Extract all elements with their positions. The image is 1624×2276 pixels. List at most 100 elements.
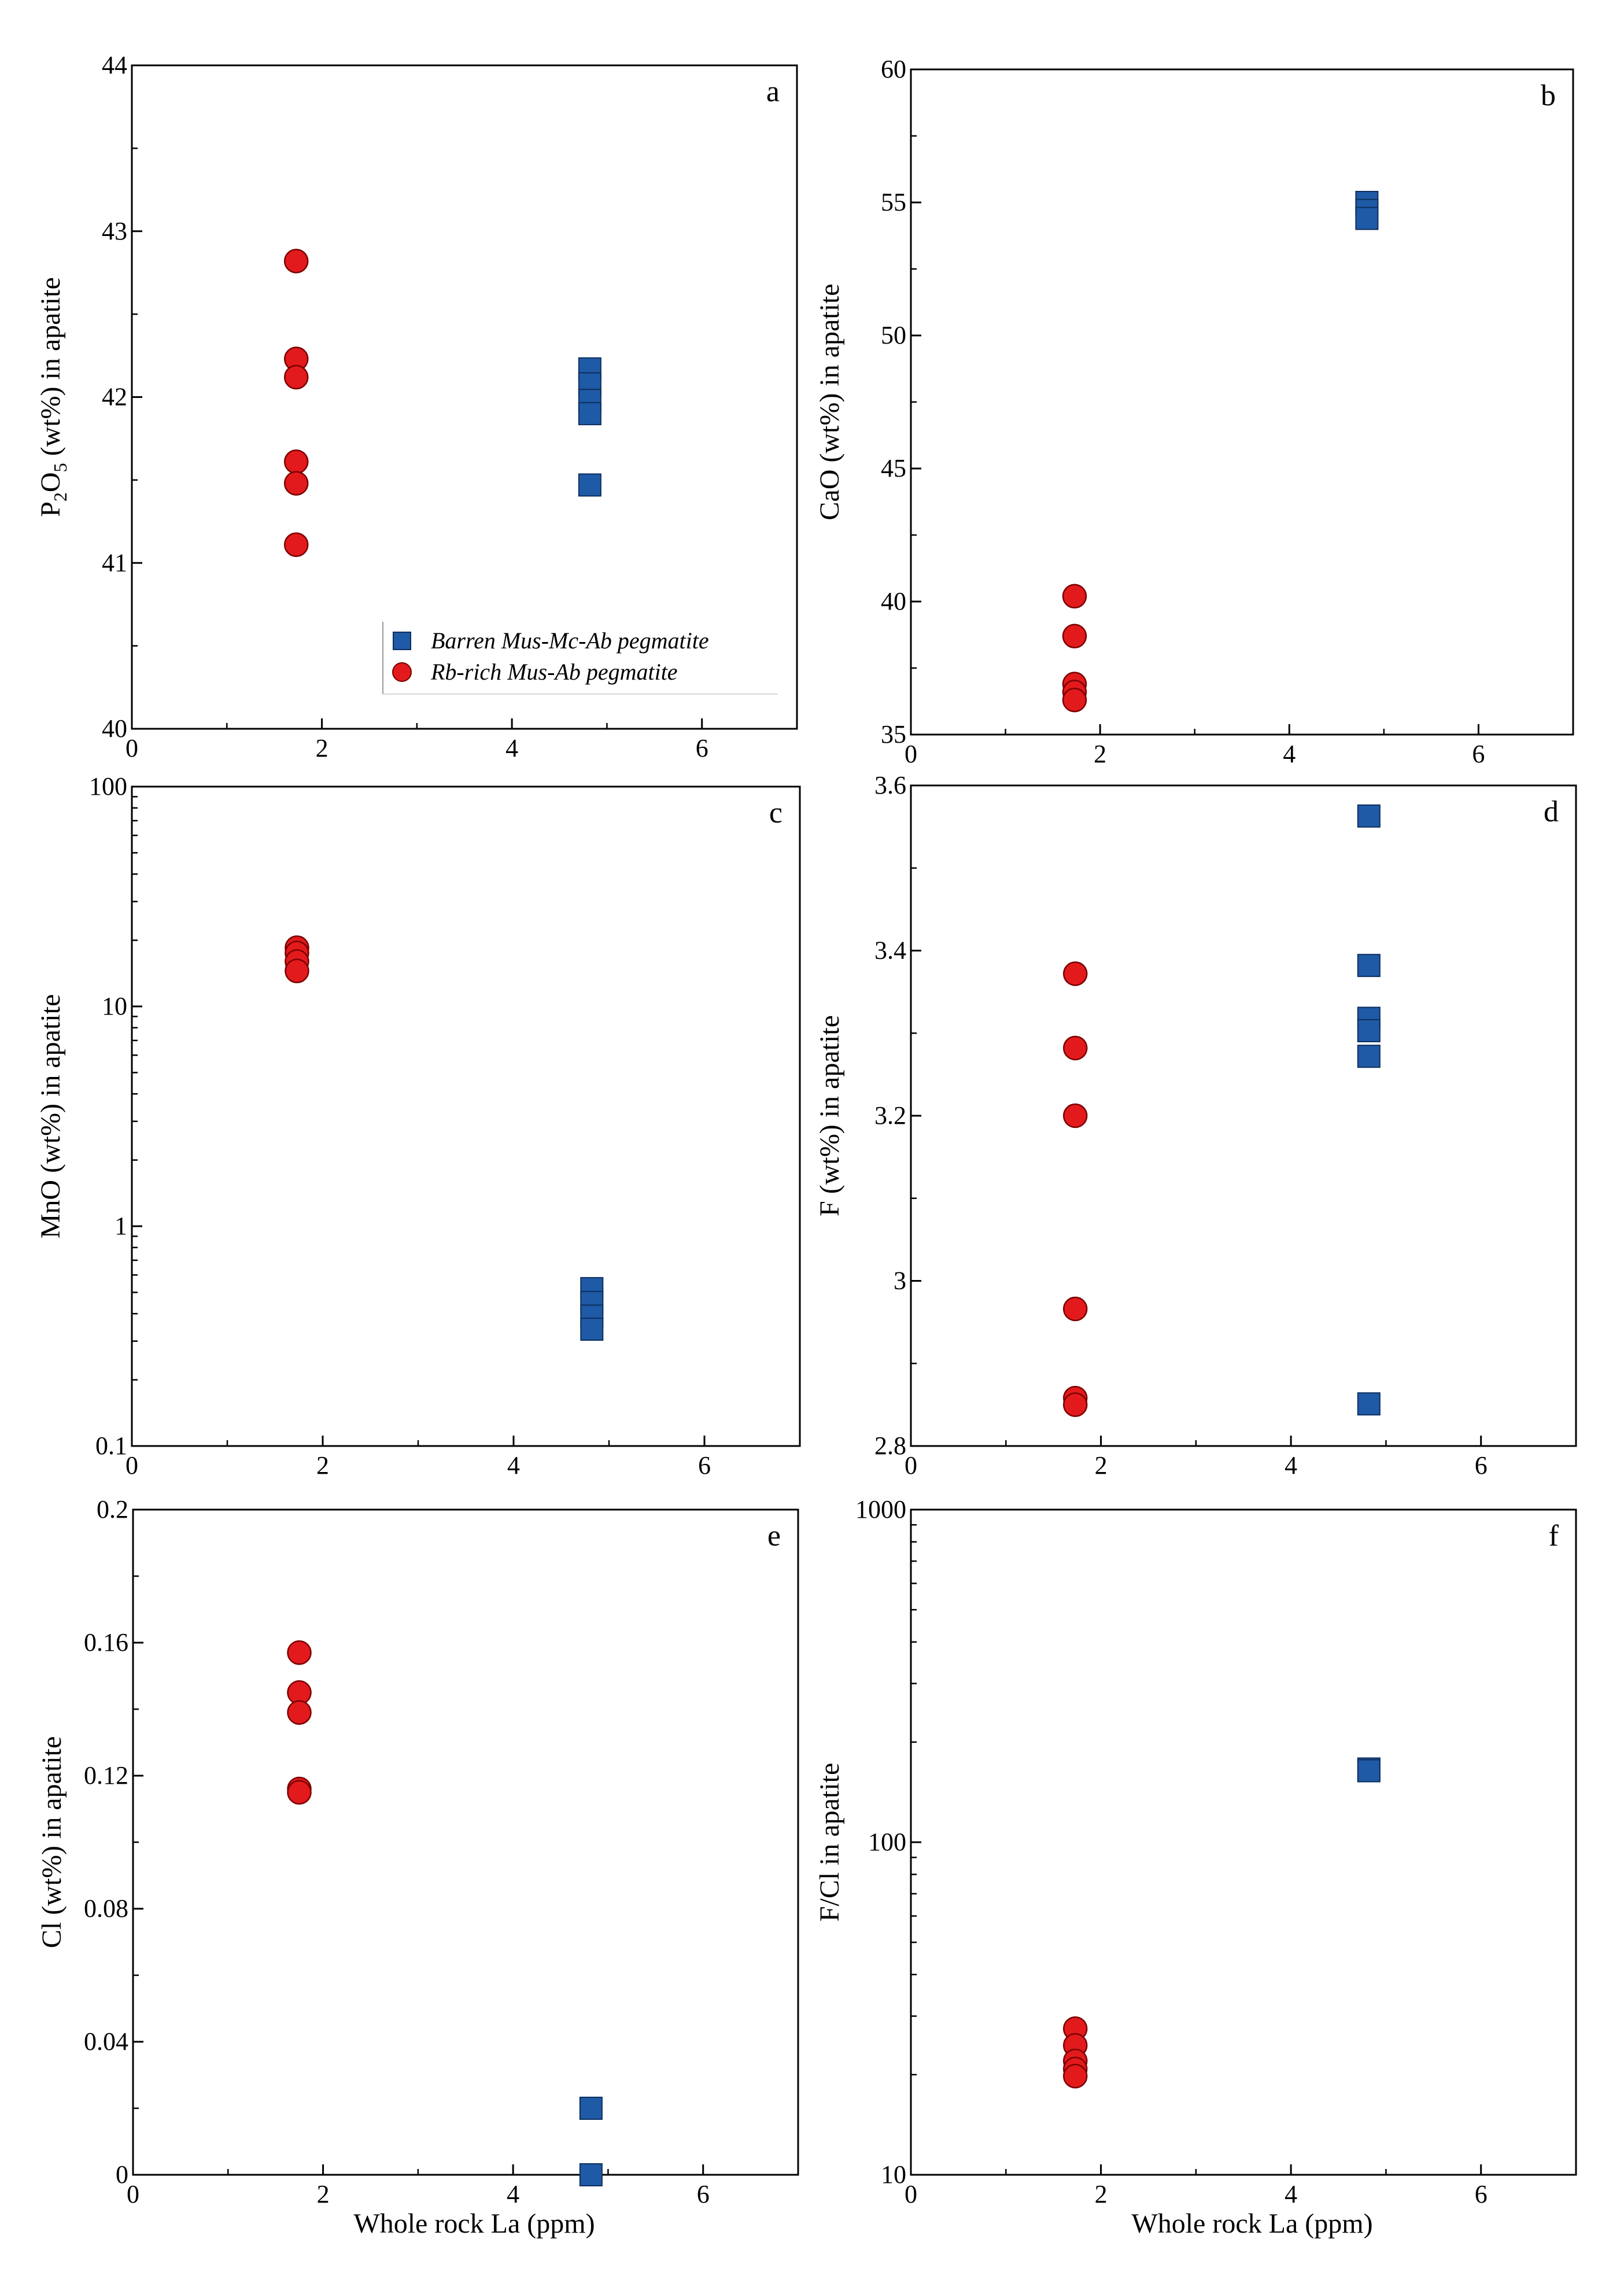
panel-letter: c xyxy=(769,796,783,829)
y-tick-label: 100 xyxy=(868,1828,906,1856)
panel-letter: f xyxy=(1549,1519,1559,1552)
data-point-rb-rich xyxy=(1062,687,1087,713)
data-point-barren xyxy=(1357,1759,1381,1783)
y-tick-label: 3 xyxy=(894,1267,906,1295)
x-tick-label: 0 xyxy=(126,734,138,762)
panel-e: 0 2 4 6 0 0.04 0.08 0.12 0.16 0.2 e Cl (wt%) in apa… xyxy=(36,1495,799,2239)
x-tick-label: 0 xyxy=(905,2180,917,2208)
y-tick-label: 43 xyxy=(102,217,127,245)
x-tick-label: 4 xyxy=(1283,740,1295,768)
y-tick-label: 3.6 xyxy=(874,771,906,799)
data-point-barren xyxy=(578,402,601,426)
data-point-rb-rich xyxy=(1062,1035,1088,1061)
y-tick-label: 0.04 xyxy=(84,2027,128,2056)
x-axis-label: Whole rock La (ppm) xyxy=(1131,2208,1372,2239)
x-tick-label: 6 xyxy=(1475,1451,1488,1480)
y-tick-label: 10 xyxy=(881,2160,906,2189)
data-point-rb-rich xyxy=(1062,1103,1088,1128)
x-tick-label: 0 xyxy=(127,2180,139,2208)
y-tick-label: 40 xyxy=(102,714,127,743)
y-axis-label: P2O5 (wt%) in apatite xyxy=(35,277,71,517)
y-axis-label: F (wt%) in apatite xyxy=(814,1015,845,1216)
y-tick-label: 0.16 xyxy=(84,1628,128,1657)
plot-frame xyxy=(132,1508,799,2176)
data-point-rb-rich xyxy=(287,1700,312,1725)
legend-label: Barren Mus-Mc-Ab pegmatite xyxy=(431,628,709,654)
panel-b: 0 2 4 6 35 40 45 50 55 60 b CaO (wt%) in apatite xyxy=(814,55,1574,768)
y-tick-label: 60 xyxy=(881,55,906,83)
y-tick-label: 0 xyxy=(116,2160,128,2189)
y-tick-label: 35 xyxy=(881,720,906,748)
legend: Barren Mus-Mc-Ab pegmatite Rb-rich Mus-Ab… xyxy=(382,622,778,695)
data-point-rb-rich xyxy=(1062,584,1087,609)
data-point-barren xyxy=(1357,1392,1381,1416)
data-point-barren xyxy=(1355,206,1379,230)
x-tick-label: 2 xyxy=(316,734,329,762)
y-tick-label: 0.12 xyxy=(84,1761,128,1790)
x-tick-label: 4 xyxy=(507,1451,520,1480)
data-point-rb-rich xyxy=(1062,624,1087,649)
data-point-rb-rich xyxy=(283,449,309,474)
x-tick-label: 2 xyxy=(1094,740,1106,768)
panel-letter: b xyxy=(1541,79,1556,112)
y-tick-label: 1000 xyxy=(855,1495,906,1524)
data-point-barren xyxy=(579,2097,603,2120)
panel-letter: e xyxy=(767,1519,781,1552)
data-point-barren xyxy=(578,473,601,497)
legend-label: Rb-rich Mus-Ab pegmatite xyxy=(430,659,678,685)
legend-marker-rb-rich xyxy=(392,662,412,682)
x-tick-label: 4 xyxy=(1285,2180,1297,2208)
y-axis-label: MnO (wt%) in apatite xyxy=(35,994,66,1239)
y-tick-label: 3.2 xyxy=(874,1101,906,1130)
y-tick-label: 41 xyxy=(102,548,127,577)
x-tick-label: 0 xyxy=(126,1451,138,1480)
data-point-rb-rich xyxy=(283,471,309,496)
panel-letter: d xyxy=(1544,795,1559,828)
x-tick-label: 2 xyxy=(1095,1451,1108,1480)
y-tick-label: 55 xyxy=(881,188,906,216)
data-point-rb-rich xyxy=(283,364,309,390)
y-tick-label: 45 xyxy=(881,454,906,482)
x-tick-label: 4 xyxy=(1285,1451,1297,1480)
y-tick-label: 2.8 xyxy=(874,1432,906,1460)
data-point-rb-rich xyxy=(283,249,309,274)
panel-letter: a xyxy=(766,75,780,108)
data-point-rb-rich xyxy=(285,958,309,983)
x-tick-label: 6 xyxy=(698,1451,711,1480)
y-tick-label: 40 xyxy=(881,587,906,615)
y-tick-label: 44 xyxy=(102,51,127,79)
y-tick-label: 3.4 xyxy=(874,936,906,965)
plot-frame xyxy=(910,1508,1577,2176)
y-axis-label: Cl (wt%) in apatite xyxy=(36,1736,67,1949)
x-axis-label: Whole rock La (ppm) xyxy=(353,2208,595,2239)
x-tick-label: 2 xyxy=(316,1451,329,1480)
data-point-barren xyxy=(579,2163,603,2186)
data-point-barren xyxy=(1357,804,1381,828)
data-point-rb-rich xyxy=(1062,1392,1088,1417)
data-point-barren xyxy=(1357,954,1381,977)
x-tick-label: 4 xyxy=(505,734,518,762)
x-tick-label: 2 xyxy=(317,2180,330,2208)
y-axis-label: F/Cl in apatite xyxy=(814,1763,845,1922)
data-point-barren xyxy=(580,1318,604,1341)
legend-marker-barren xyxy=(393,632,411,650)
y-axis-label: CaO (wt%) in apatite xyxy=(814,283,845,520)
x-tick-label: 4 xyxy=(507,2180,519,2208)
y-tick-label: 10 xyxy=(102,992,127,1020)
panel-c: 0 2 4 6 0.1 1 10 100 c MnO (wt%) in apatite xyxy=(35,772,801,1480)
plot-frame xyxy=(131,785,801,1447)
x-tick-label: 6 xyxy=(697,2180,710,2208)
y-tick-label: 0.2 xyxy=(97,1495,128,1524)
x-tick-label: 6 xyxy=(696,734,708,762)
data-point-rb-rich xyxy=(1062,2064,1088,2089)
plot-frame xyxy=(910,784,1577,1447)
x-tick-label: 2 xyxy=(1095,2180,1108,2208)
y-tick-label: 42 xyxy=(102,383,127,411)
y-tick-label: 0.1 xyxy=(95,1432,127,1460)
data-point-barren xyxy=(1357,1045,1381,1068)
x-tick-label: 0 xyxy=(905,1451,917,1480)
panel-a: 0 2 4 6 40 41 42 43 44 a P2O5 (wt%) in apatite xyxy=(35,51,798,762)
y-tick-label: 1 xyxy=(115,1212,127,1240)
y-tick-label: 50 xyxy=(881,321,906,349)
